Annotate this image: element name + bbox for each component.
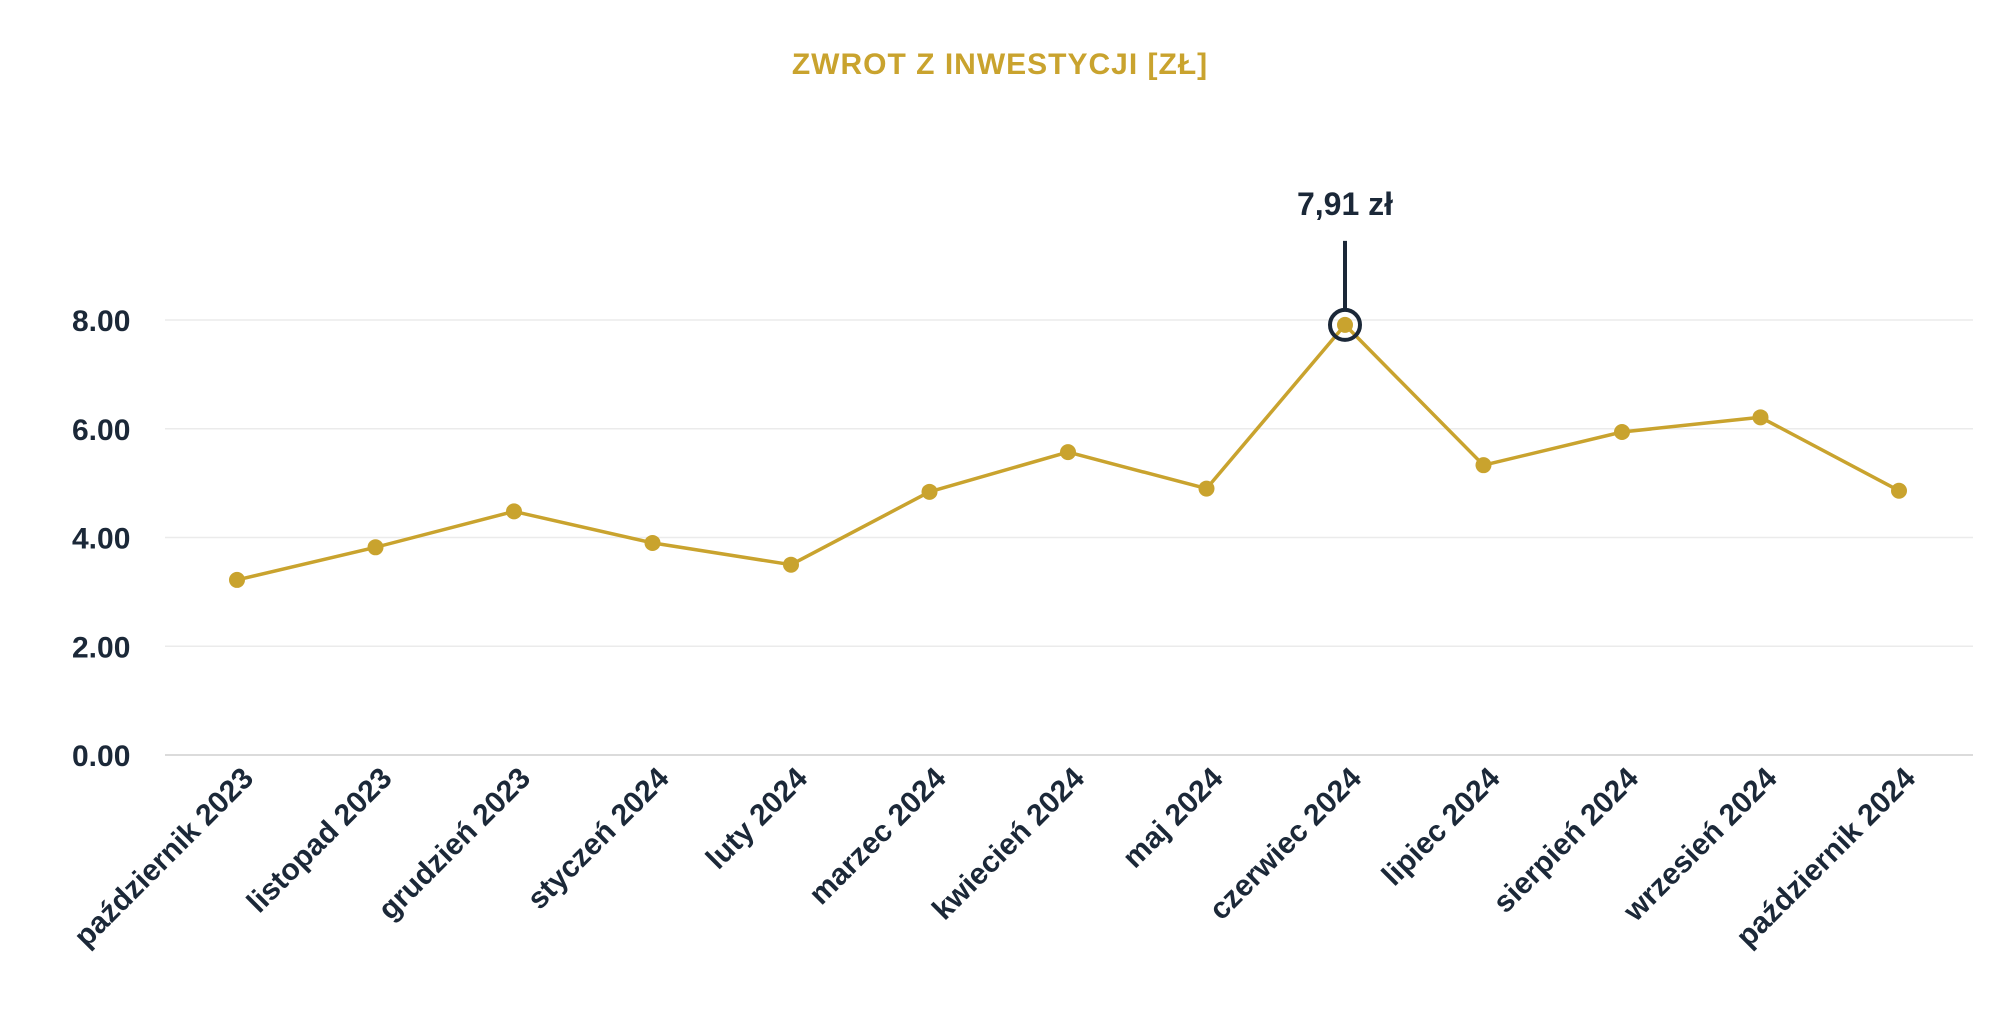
data-point[interactable] <box>1614 424 1630 441</box>
y-tick-label: 4.00 <box>72 523 130 556</box>
y-tick-label: 0.00 <box>72 740 130 773</box>
data-point[interactable] <box>783 556 799 573</box>
x-tick-label: styczeń 2024 <box>521 761 675 915</box>
y-axis: 0.00 2.00 4.00 6.00 8.00 <box>72 305 130 773</box>
x-tick-label: listopad 2023 <box>241 762 399 920</box>
data-point[interactable] <box>921 483 938 500</box>
annotation-label: 7,91 zł <box>1297 186 1393 222</box>
chart-title: ZWROT Z INWESTYCJI [ZŁ] <box>792 48 1208 81</box>
y-tick-label: 8.00 <box>72 305 130 338</box>
data-point[interactable] <box>506 503 522 520</box>
x-tick-label: marzec 2024 <box>803 761 953 911</box>
x-tick-label: październik 2023 <box>68 762 260 954</box>
data-point[interactable] <box>1752 409 1769 426</box>
data-point[interactable] <box>229 571 245 588</box>
y-tick-label: 2.00 <box>72 631 130 664</box>
grid-layer <box>165 319 1973 756</box>
data-point[interactable] <box>367 539 384 556</box>
data-point[interactable] <box>644 534 661 551</box>
x-tick-label: lipiec 2024 <box>1376 761 1507 892</box>
x-tick-label: sierpień 2024 <box>1487 761 1645 919</box>
y-tick-label: 6.00 <box>72 414 130 447</box>
data-point[interactable] <box>1891 482 1907 499</box>
x-tick-label: maj 2024 <box>1116 761 1229 874</box>
data-point[interactable] <box>1060 444 1076 461</box>
series-layer <box>229 316 1907 588</box>
data-point[interactable] <box>1198 480 1215 497</box>
data-point[interactable] <box>1475 457 1492 474</box>
annotation-layer: 7,91 zł <box>1297 186 1393 342</box>
x-tick-label: luty 2024 <box>700 761 814 875</box>
data-point[interactable] <box>1337 316 1353 333</box>
